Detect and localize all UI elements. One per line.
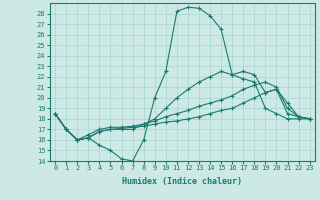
X-axis label: Humidex (Indice chaleur): Humidex (Indice chaleur) [122,177,243,186]
